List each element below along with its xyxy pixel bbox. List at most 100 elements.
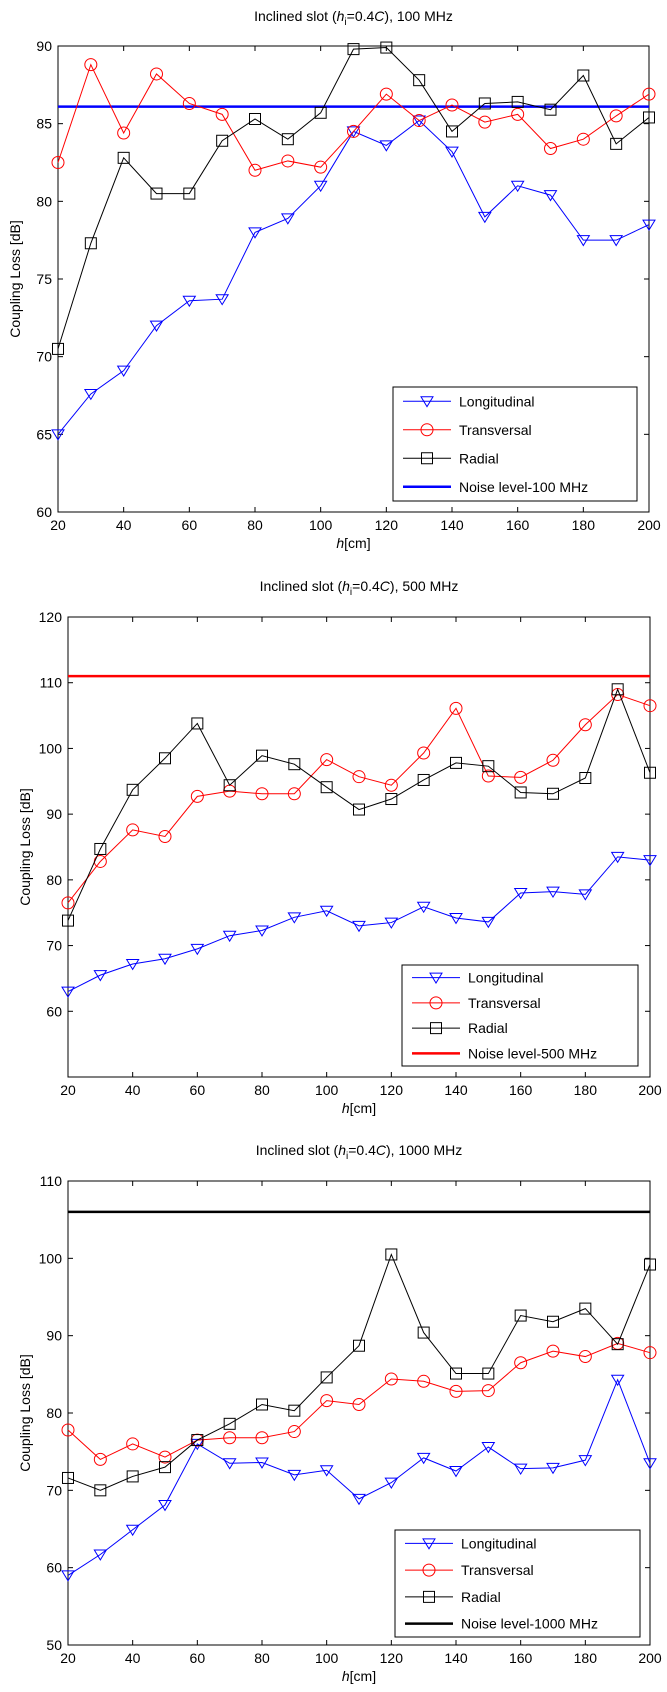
data-point [384,917,399,929]
data-point [215,294,230,306]
y-axis-label: Coupling Loss [dB] [7,220,23,338]
legend-marker [429,996,443,1010]
data-point [159,1461,171,1474]
data-point [481,1384,495,1398]
y-tick-label: 60 [36,504,52,520]
data-point [449,701,463,715]
y-tick-label: 110 [40,675,63,691]
series-line [57,63,650,171]
data-point [190,1438,205,1451]
x-tick-label: 40 [125,1082,141,1098]
legend-marker [422,1538,436,1550]
data-point [116,365,131,378]
data-point [182,96,196,110]
data-point [125,958,140,971]
legend-marker [429,972,443,984]
data-point [609,235,624,247]
x-tick-label: 120 [375,517,399,533]
data-point [191,717,204,730]
data-point [576,235,591,247]
data-point [352,920,366,933]
legend-box [401,964,639,1067]
legend: Longitudinal Transversal Radial Noise level… [394,1529,641,1638]
legend-marker [422,1563,436,1577]
data-point [287,787,301,801]
data-point [61,1570,75,1582]
chart-panel-1: Inclined slot (hi=0.4C), 100 MHz 20 40 60 80… [7,8,661,551]
data-point [412,114,426,128]
x-tick-label: 60 [190,1650,206,1666]
legend-entry-label: Longitudinal [468,970,544,986]
legend: Longitudinal Transversal Radial Noise level… [401,964,639,1067]
x-tick-label: 40 [125,1650,141,1666]
legend-marker [420,423,434,437]
y-tick-label: 65 [36,426,52,442]
x-tick-label: 200 [638,1650,662,1666]
data-point [191,1434,204,1447]
data-point [255,925,269,937]
data-point [126,1470,139,1483]
data-point [417,1374,431,1388]
series-line [57,47,650,350]
data-point [379,140,394,152]
data-point [126,783,139,796]
data-point [150,67,163,81]
data-point [93,1452,107,1466]
data-point [513,888,528,900]
data-point [380,41,393,54]
x-tick-label: 100 [309,517,333,533]
data-point [353,803,365,816]
data-point [546,1462,560,1475]
legend-entry-label: Radial [468,1020,508,1036]
data-point [222,930,237,943]
x-tick-label: 120 [380,1650,404,1666]
series-line [67,1378,651,1576]
data-point [577,69,590,82]
x-tick-label: 160 [506,517,530,533]
data-point [61,896,75,910]
data-point [83,388,98,401]
data-point [385,793,398,806]
data-point [347,124,360,138]
plot-area-frame [67,616,651,1078]
data-point [450,1367,462,1380]
series-line [67,687,651,921]
data-point [94,842,107,855]
x-tick-label: 80 [247,517,263,533]
data-point [643,699,657,713]
x-tick-label: 100 [315,1650,339,1666]
data-point [481,1442,496,1454]
data-point [61,1423,75,1437]
data-point [384,778,398,792]
data-point [644,1258,656,1271]
data-point [150,187,163,200]
x-tick-label: 200 [638,1082,662,1098]
legend-entry-label: Radial [459,450,499,466]
data-point [417,1326,430,1339]
data-point [352,770,366,784]
data-point [223,1417,236,1430]
data-point [319,1465,334,1477]
data-point [93,970,108,982]
data-point [579,1302,592,1315]
data-point [610,851,625,864]
chart-title: Inclined slot (hi=0.4C), 1000 MHz [256,1142,463,1162]
data-point [643,1346,657,1360]
data-point [117,126,131,140]
y-tick-label: 80 [46,872,62,888]
y-tick-label: 80 [36,193,52,209]
data-point [510,180,525,193]
data-point [320,753,334,767]
data-point [417,746,431,760]
data-point [609,109,623,123]
series-line [67,856,651,993]
data-point [159,752,171,765]
y-tick-label: 70 [46,1482,62,1498]
data-point [610,1374,625,1387]
x-tick-label: 120 [380,1082,404,1098]
data-point [255,1431,269,1445]
data-point [190,789,204,803]
y-tick-label: 100 [39,740,63,756]
x-axis-label: h[cm] [342,1100,376,1116]
